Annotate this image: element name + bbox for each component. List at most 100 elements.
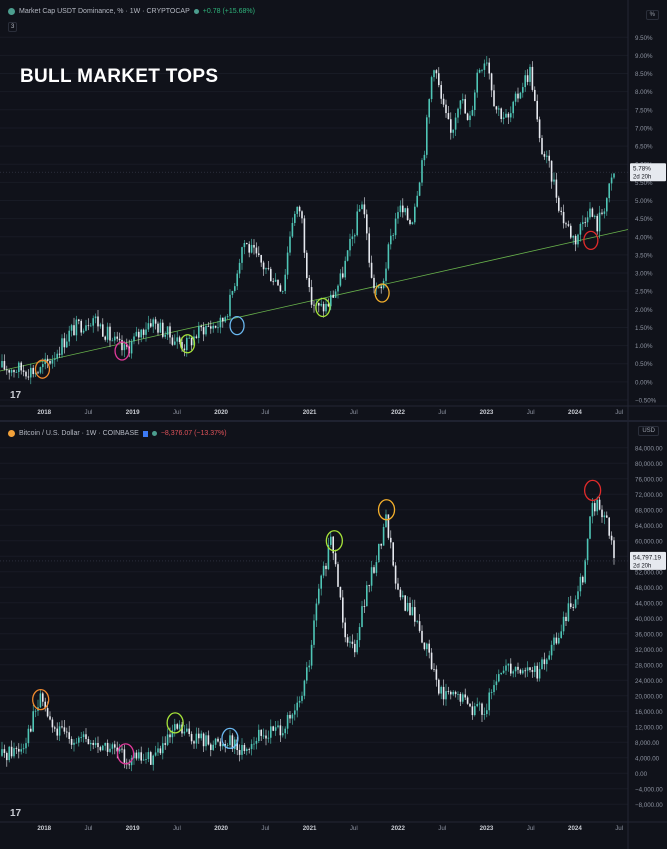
price-tag-box [630, 163, 666, 182]
candle-body [301, 695, 303, 701]
candle-body [205, 735, 207, 747]
candle-body [8, 746, 10, 761]
candle-body [586, 217, 589, 223]
candle-body [39, 693, 42, 708]
candle-body [61, 338, 63, 355]
candle-body [433, 70, 435, 78]
candle-body [481, 69, 483, 71]
candle-body [243, 745, 246, 751]
candle-body [152, 319, 154, 327]
candle-body [214, 738, 217, 745]
candle-body [394, 565, 397, 584]
candle-body [555, 637, 558, 644]
bitcoin-pane[interactable]: −8,000.00 −4,000.00 0.00 4,000.00 8,000.00 12… [0, 422, 667, 849]
candle-body [375, 562, 378, 573]
candle-body [478, 69, 481, 73]
candle-body [483, 63, 486, 70]
candle-body [433, 669, 435, 670]
bar-countdown-label: 2d 20h [633, 175, 651, 181]
candle-body [337, 564, 339, 587]
candle-body [171, 730, 174, 738]
candle-body [500, 672, 502, 675]
candle-body [310, 644, 313, 666]
candle-body [90, 325, 92, 327]
bottom-symbol-label[interactable]: Bitcoin / U.S. Dollar · 1W · COINBASE [19, 430, 139, 437]
top-legend: Market Cap USDT Dominance, % · 1W · CRYP… [8, 8, 255, 15]
y-tick-label: 72,000.00 [635, 492, 663, 499]
candle-body [320, 304, 322, 306]
top-symbol-label[interactable]: Market Cap USDT Dominance, % · 1W · CRYP… [19, 8, 190, 15]
bar-countdown-label: 2d 20h [633, 563, 651, 569]
candle-body [80, 737, 82, 738]
candle-body [349, 238, 351, 251]
candle-body [459, 694, 462, 702]
flag-icon[interactable] [142, 430, 148, 437]
candle-body [430, 652, 433, 670]
usdt-dominance-chart[interactable]: −0.50% 0.00% 0.50% 1.00% 1.50% 2.00% 2.50% 3.00… [0, 0, 667, 420]
candle-body [135, 752, 138, 759]
candle-body [85, 734, 87, 740]
candle-body [238, 262, 241, 274]
candle-body [78, 737, 80, 743]
candle-body [349, 641, 351, 643]
candle-body [454, 691, 457, 695]
bitcoin-chart[interactable]: −8,000.00 −4,000.00 0.00 4,000.00 8,000.00 12… [0, 422, 667, 849]
candle-body [339, 586, 342, 598]
candle-body [56, 728, 58, 736]
y-tick-label: −0.50% [635, 398, 657, 405]
candle-body [75, 742, 78, 744]
candle-body [392, 235, 394, 237]
candle-body [596, 215, 598, 232]
candle-body [445, 691, 447, 700]
candle-body [236, 273, 238, 287]
candle-body [140, 329, 142, 338]
y-tick-label: 9.00% [635, 53, 653, 60]
candle-body [373, 277, 375, 289]
tradingview-logo-icon[interactable]: 17 [10, 808, 22, 819]
candle-body [474, 92, 476, 111]
candle-body [248, 749, 250, 750]
y-tick-label: 4.00% [635, 234, 653, 241]
y-tick-label: 32,000.00 [635, 647, 663, 654]
candle-body [169, 326, 171, 338]
tradingview-logo-icon[interactable]: 17 [10, 390, 22, 401]
candle-body [512, 671, 514, 674]
candle-body [404, 208, 406, 213]
candle-body [411, 607, 414, 616]
candle-body [409, 602, 411, 616]
candle-body [85, 325, 87, 331]
candle-body [330, 536, 332, 545]
candle-body [574, 235, 577, 245]
candle-body [510, 663, 512, 674]
highlight-circle-pink [116, 743, 135, 765]
candle-body [282, 733, 284, 736]
candle-body [30, 728, 32, 732]
candle-body [505, 113, 507, 118]
candle-body [524, 75, 526, 88]
candle-body [598, 499, 601, 510]
candle-body [106, 326, 109, 340]
y-tick-label: 9.50% [635, 35, 653, 42]
indicator-count-badge[interactable]: 3 [8, 22, 18, 32]
candle-body [15, 371, 18, 373]
candle-body [577, 234, 579, 245]
pane-divider[interactable] [0, 420, 667, 422]
candle-body [414, 607, 416, 622]
candle-body [298, 700, 301, 703]
candle-body [106, 742, 109, 752]
candle-body [594, 503, 596, 512]
candle-body [498, 108, 500, 110]
x-tick-label: Jul [615, 825, 623, 832]
x-tick-label: Jul [173, 825, 181, 832]
candle-body [154, 319, 157, 324]
unit-button-percent[interactable]: % [645, 10, 659, 20]
usdt-dominance-pane[interactable]: −0.50% 0.00% 0.50% 1.00% 1.50% 2.00% 2.50% 3.00… [0, 0, 667, 420]
unit-button-usd[interactable]: USD [638, 426, 659, 436]
candle-body [562, 211, 565, 224]
last-price-label: 5.78% [633, 166, 651, 173]
candle-body [610, 535, 613, 541]
candle-body [176, 724, 178, 729]
candle-body [579, 576, 582, 592]
candle-body [553, 179, 555, 182]
candle-body [529, 667, 531, 671]
